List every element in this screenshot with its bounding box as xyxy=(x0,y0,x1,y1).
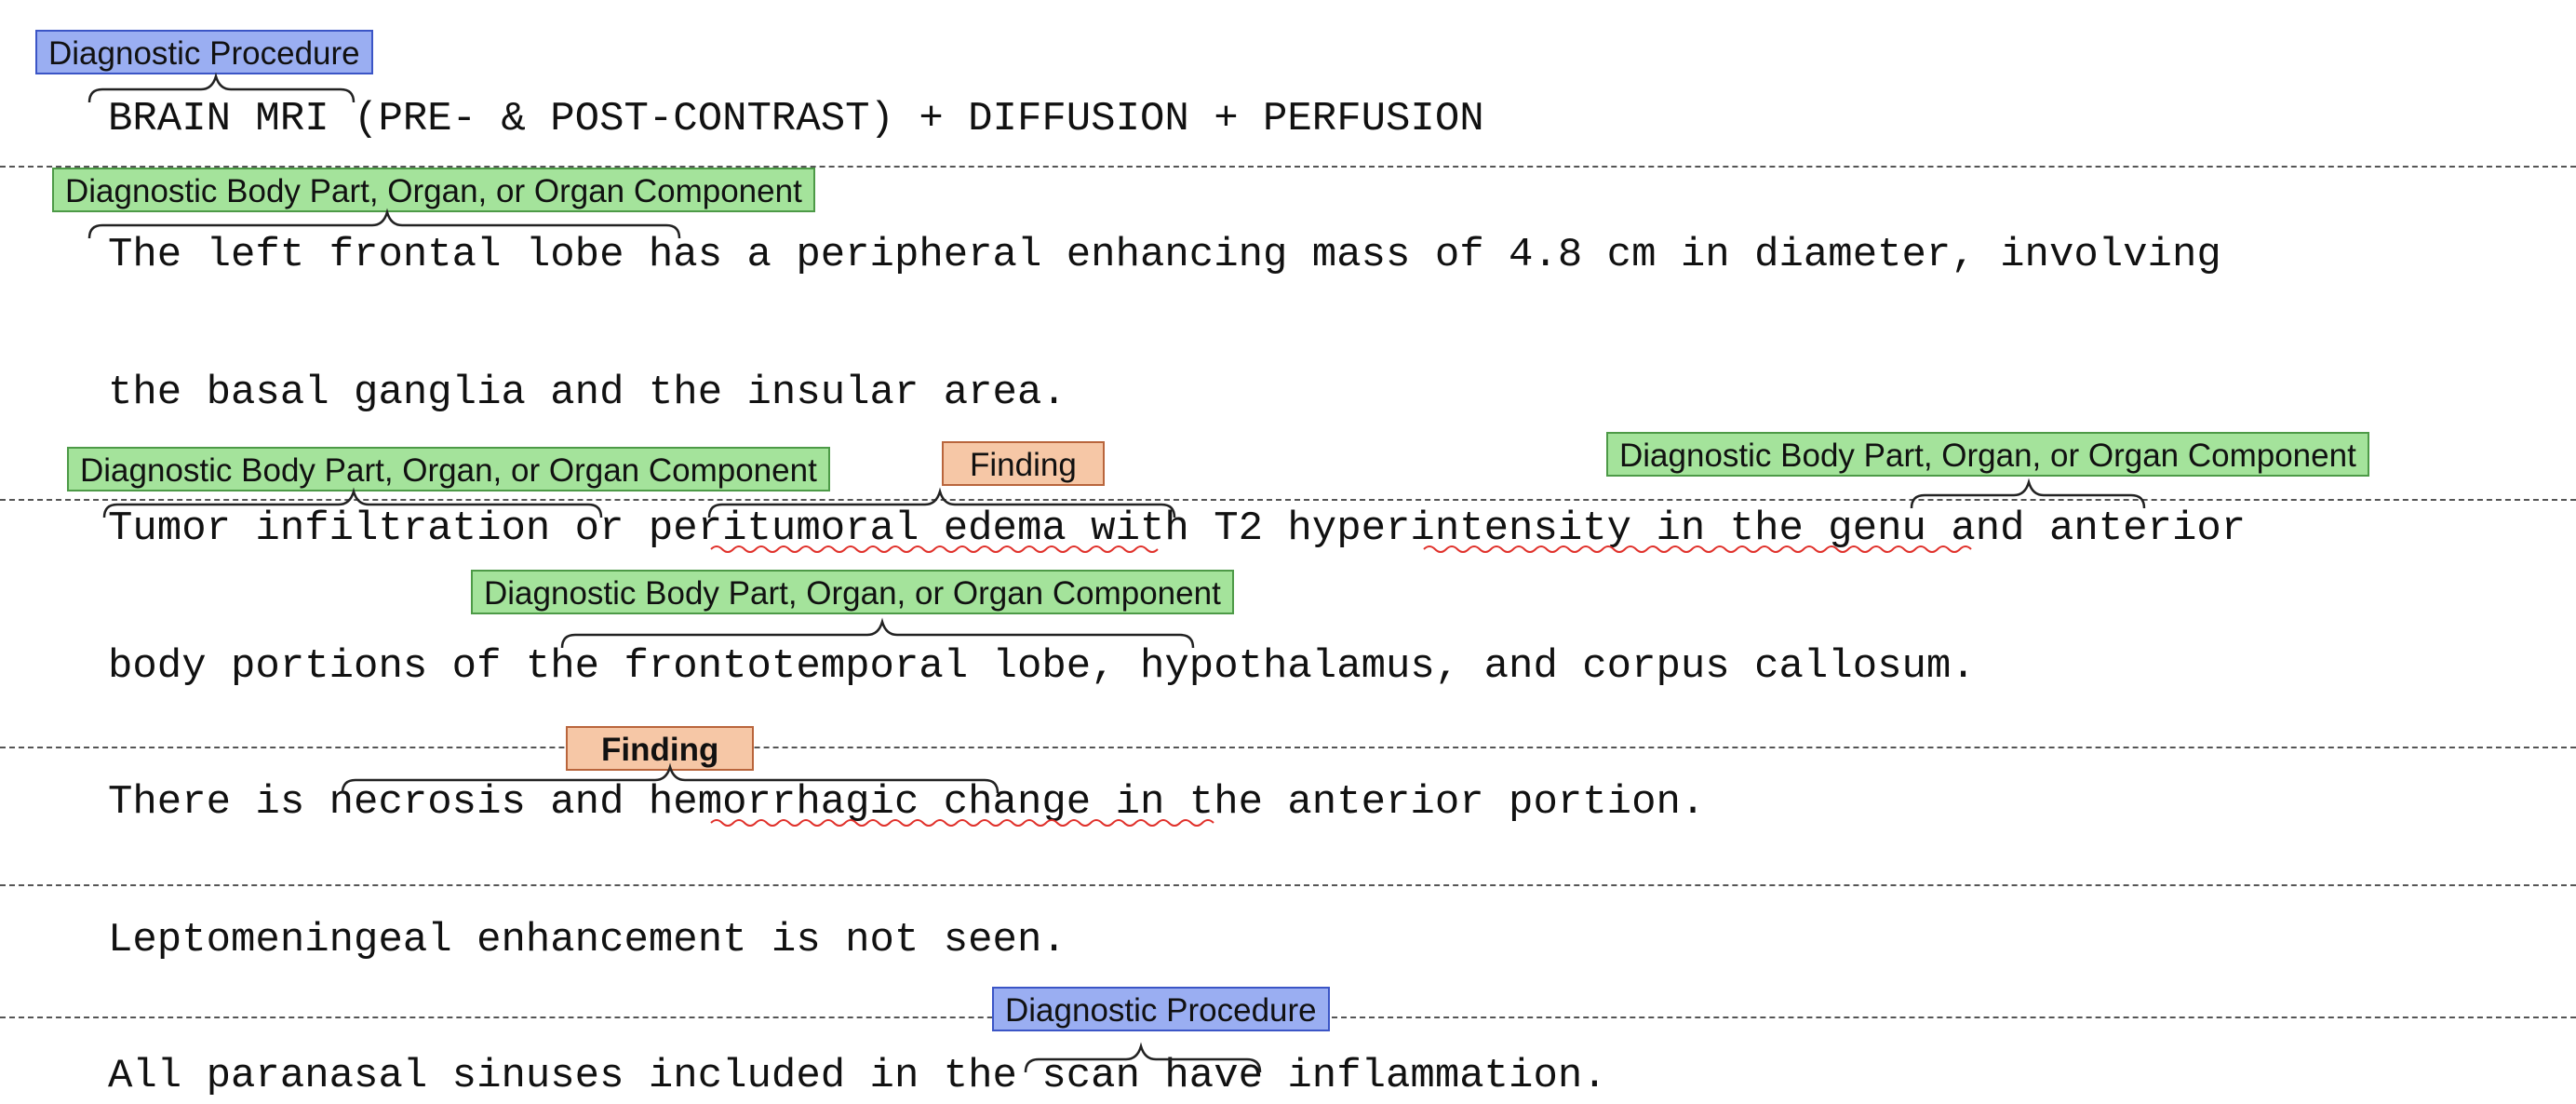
report-line-5: body portions of the frontotemporal lobe… xyxy=(108,643,1976,690)
report-line-8: All paranasal sinuses included in the sc… xyxy=(108,1053,1607,1099)
report-line-2: The left frontal lobe has a peripheral e… xyxy=(108,232,2221,278)
report-line-1: BRAIN MRI (PRE- & POST-CONTRAST) + DIFFU… xyxy=(108,96,1484,142)
sentence-separator xyxy=(0,747,2576,748)
report-line-6: There is necrosis and hemorrhagic change… xyxy=(108,779,1706,826)
report-line-3: the basal ganglia and the insular area. xyxy=(108,370,1067,416)
sentence-separator xyxy=(0,499,2576,501)
entity-label-body-part: Diagnostic Body Part, Organ, or Organ Co… xyxy=(471,570,1234,614)
entity-label-finding: Finding xyxy=(942,441,1105,486)
sentence-separator xyxy=(0,884,2576,886)
report-line-7: Leptomeningeal enhancement is not seen. xyxy=(108,917,1067,963)
entity-label-diagnostic-procedure: Diagnostic Procedure xyxy=(35,30,373,74)
entity-label-finding: Finding xyxy=(566,726,755,771)
entity-label-body-part: Diagnostic Body Part, Organ, or Organ Co… xyxy=(67,447,830,491)
entity-label-diagnostic-procedure: Diagnostic Procedure xyxy=(992,987,1330,1031)
sentence-separator xyxy=(0,166,2576,168)
report-line-4: Tumor infiltration or peritumoral edema … xyxy=(108,505,2247,552)
entity-label-body-part: Diagnostic Body Part, Organ, or Organ Co… xyxy=(52,168,815,212)
entity-label-body-part: Diagnostic Body Part, Organ, or Organ Co… xyxy=(1606,432,2369,477)
